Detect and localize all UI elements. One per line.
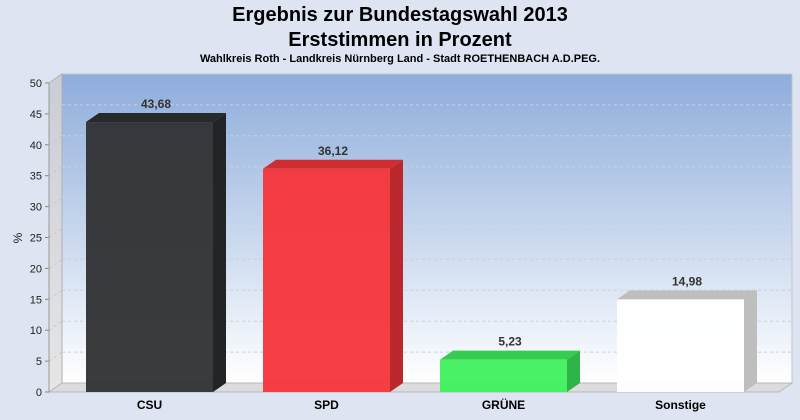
- x-tick-label: CSU: [137, 398, 162, 412]
- bar-top: [617, 290, 757, 300]
- bar-sonstige: [617, 290, 757, 392]
- bar-top: [86, 113, 226, 123]
- chart-title: Ergebnis zur Bundestagswahl 2013: [232, 4, 568, 26]
- gridline-side: [48, 166, 63, 177]
- bar-front: [440, 359, 567, 392]
- y-tick-label: 15: [30, 294, 42, 306]
- bar-side: [744, 290, 757, 392]
- y-tick-label: 20: [30, 263, 42, 275]
- bar-top: [263, 159, 403, 169]
- y-tick-label: 45: [30, 109, 42, 121]
- x-tick-label: Sonstige: [655, 398, 706, 412]
- x-tick-label: GRÜNE: [482, 397, 525, 412]
- gridline-side: [48, 351, 63, 362]
- y-tick-label: 25: [30, 233, 42, 245]
- bar-spd: [263, 159, 403, 392]
- y-tick-label: 40: [30, 140, 42, 152]
- bar-top: [440, 350, 580, 360]
- bar-front: [617, 299, 744, 392]
- chart-caption: Wahlkreis Roth - Landkreis Nürnberg Land…: [199, 53, 601, 65]
- gridline-side: [48, 104, 63, 115]
- value-label: 5,23: [498, 335, 522, 349]
- bar-side: [567, 350, 580, 392]
- y-tick-label: 0: [36, 387, 42, 399]
- gridline-side: [48, 258, 63, 269]
- y-axis-label: %: [11, 232, 25, 243]
- gridline-side: [48, 320, 63, 331]
- bar-grüne: [440, 350, 580, 392]
- y-tick-label: 30: [30, 202, 42, 214]
- y-tick-label: 35: [30, 171, 42, 183]
- gridline-side: [48, 228, 63, 238]
- y-tick-label: 10: [30, 325, 42, 337]
- value-label: 14,98: [672, 274, 702, 288]
- chart-subtitle: Erststimmen in Prozent: [288, 29, 512, 51]
- gridline-side: [48, 135, 63, 146]
- bar-side: [390, 159, 403, 392]
- bar-csu: [86, 113, 226, 392]
- x-tick-label: SPD: [314, 398, 339, 412]
- bar-front: [86, 122, 213, 392]
- gridline-side: [48, 289, 63, 300]
- gridline-side: [48, 197, 63, 208]
- value-label: 43,68: [141, 97, 171, 111]
- bar-side: [213, 113, 226, 392]
- bar-front: [263, 168, 390, 392]
- y-tick-label: 5: [36, 356, 42, 368]
- y-tick-label: 50: [30, 78, 42, 90]
- value-label: 36,12: [318, 144, 348, 158]
